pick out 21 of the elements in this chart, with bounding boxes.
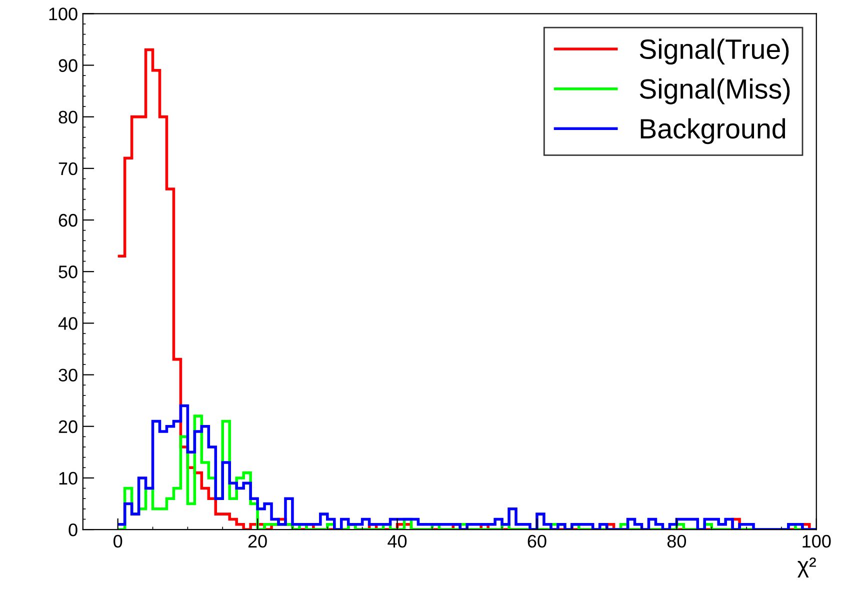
x-tick-label: 80 bbox=[667, 534, 686, 548]
y-tick-label: 100 bbox=[49, 8, 78, 20]
y-tick-label: 50 bbox=[58, 266, 78, 278]
legend-label: Signal(Miss) bbox=[640, 78, 790, 104]
y-tick-label: 0 bbox=[68, 523, 78, 536]
x-tick-label: 60 bbox=[528, 534, 546, 548]
y-tick-label: 80 bbox=[58, 110, 78, 124]
y-tick-label: 60 bbox=[58, 214, 78, 227]
y-tick-label: 90 bbox=[58, 59, 78, 72]
x-tick-label: 100 bbox=[802, 534, 831, 548]
y-tick-label: 20 bbox=[58, 420, 78, 434]
x-tick-label: 20 bbox=[248, 534, 267, 548]
x-tick-label: 40 bbox=[388, 534, 407, 548]
y-tick-label: 10 bbox=[59, 472, 78, 485]
legend-label: Signal(True) bbox=[640, 38, 789, 65]
y-tick-label: 40 bbox=[58, 317, 78, 330]
x-tick-label: 0 bbox=[114, 534, 122, 548]
x-axis-title: χ² bbox=[798, 557, 816, 578]
legend-label: Background bbox=[640, 118, 786, 144]
y-tick-label: 70 bbox=[58, 162, 78, 176]
y-tick-label: 30 bbox=[58, 368, 78, 382]
